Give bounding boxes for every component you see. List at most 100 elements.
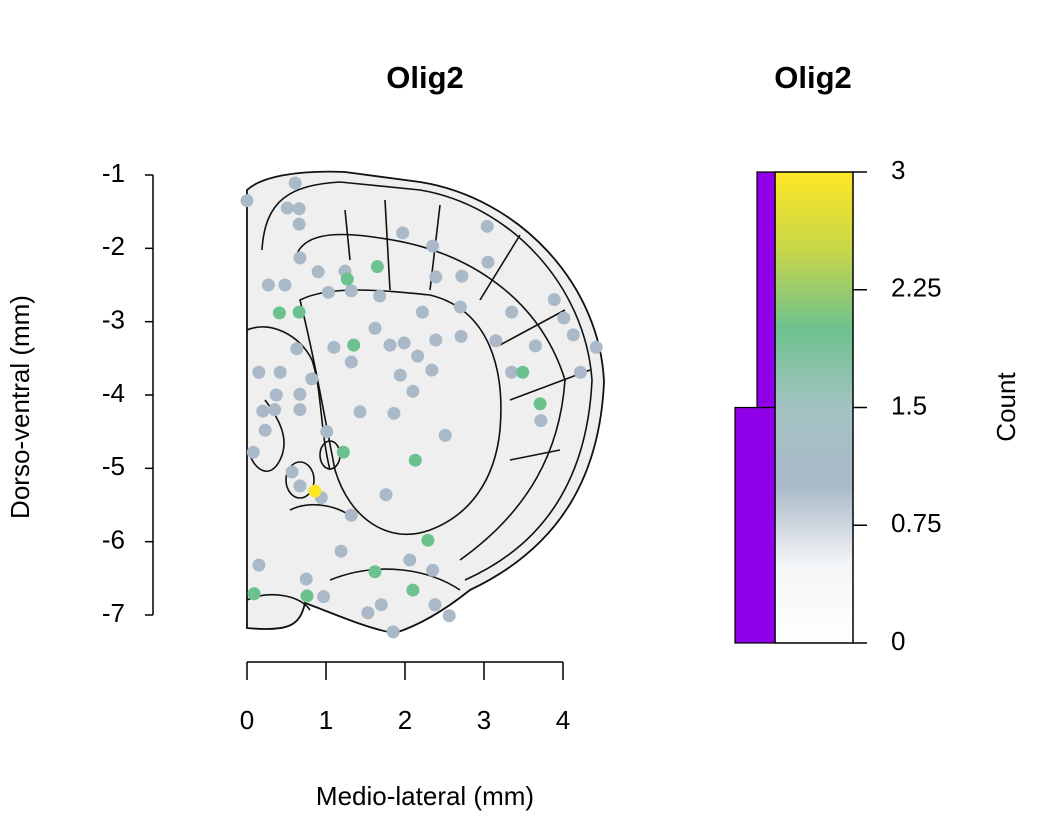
cell-point — [411, 349, 425, 363]
cell-point — [293, 403, 307, 417]
cell-point — [415, 305, 429, 319]
histogram-bar — [734, 406, 776, 644]
cell-point — [344, 508, 358, 522]
cell-point — [269, 388, 283, 402]
colorbar-tick-label: 1.5 — [891, 390, 927, 420]
x-tick-label: 0 — [240, 705, 254, 735]
cell-point — [308, 484, 322, 498]
cell-point — [566, 328, 580, 342]
cell-point — [246, 445, 260, 459]
cell-point — [386, 625, 400, 639]
cell-point — [516, 365, 530, 379]
cell-point — [247, 587, 261, 601]
x-tick-label: 1 — [319, 705, 333, 735]
x-tick-label: 3 — [477, 705, 491, 735]
cell-point — [320, 425, 334, 439]
cell-point — [344, 355, 358, 369]
y-tick-label: -1 — [102, 158, 125, 188]
x-tick-label: 2 — [398, 705, 412, 735]
cell-point — [256, 404, 270, 418]
cell-point — [426, 239, 440, 253]
cell-point — [429, 270, 443, 284]
cell-point — [403, 553, 417, 567]
y-tick-label: -7 — [102, 598, 125, 628]
cell-point — [429, 333, 443, 347]
cell-point — [406, 384, 420, 398]
cell-point — [528, 339, 542, 353]
cell-point — [353, 405, 367, 419]
cell-point — [272, 306, 286, 320]
colorbar-tick-label: 2.25 — [891, 273, 942, 303]
cell-point — [280, 201, 294, 215]
cell-point — [387, 406, 401, 420]
cell-point — [421, 533, 435, 547]
brain-atlas — [246, 170, 605, 634]
cell-point — [397, 336, 411, 350]
cell-point — [240, 194, 254, 208]
cell-point — [292, 202, 306, 216]
y-axis-label: Dorso-ventral (mm) — [5, 295, 35, 519]
cell-point — [379, 488, 393, 502]
cell-point — [258, 423, 272, 437]
cell-point — [533, 397, 547, 411]
colorbar-tick-label: 0.75 — [891, 508, 942, 538]
histogram-bar — [756, 171, 776, 409]
cell-point — [547, 293, 561, 307]
cell-point — [534, 414, 548, 428]
cell-point — [327, 340, 341, 354]
cell-point — [317, 590, 331, 604]
cell-point — [311, 265, 325, 279]
cell-point — [426, 563, 440, 577]
cell-point — [442, 609, 456, 623]
chart-title: Olig2 — [386, 60, 464, 95]
cell-point — [293, 479, 307, 493]
cell-point — [438, 428, 452, 442]
cell-point — [252, 365, 266, 379]
cell-point — [425, 363, 439, 377]
cell-point — [334, 544, 348, 558]
cell-point — [408, 453, 422, 467]
cell-point — [293, 387, 307, 401]
cell-point — [455, 269, 469, 283]
cell-point — [368, 565, 382, 579]
cell-point — [481, 255, 495, 269]
x-tick-label: 4 — [556, 705, 570, 735]
cell-point — [293, 251, 307, 265]
cell-point — [288, 176, 302, 190]
cell-point — [573, 365, 587, 379]
cell-point — [453, 300, 467, 314]
colorbar-tick-label: 3 — [891, 155, 905, 185]
cell-point — [261, 278, 275, 292]
cell-point — [557, 311, 571, 325]
y-tick-label: -2 — [102, 231, 125, 261]
cell-point — [268, 403, 282, 417]
cell-point — [368, 321, 382, 335]
cell-point — [278, 278, 292, 292]
y-tick-label: -3 — [102, 305, 125, 335]
cell-point — [406, 583, 420, 597]
cell-point — [299, 572, 313, 586]
cell-point — [252, 558, 266, 572]
cell-point — [505, 365, 519, 379]
x-axis-label: Medio-lateral (mm) — [316, 781, 534, 811]
y-tick-label: -6 — [102, 525, 125, 555]
y-tick-label: -5 — [102, 451, 125, 481]
cell-point — [290, 342, 304, 356]
cell-point — [589, 340, 603, 354]
cell-point — [505, 305, 519, 319]
cell-point — [393, 368, 407, 382]
cell-point — [383, 338, 397, 352]
cell-point — [305, 372, 319, 386]
colorbar-tick-label: 0 — [891, 626, 905, 656]
cell-point — [374, 598, 388, 612]
cell-point — [396, 226, 410, 240]
y-tick-label: -4 — [102, 378, 125, 408]
cell-point — [454, 329, 468, 343]
cell-point — [336, 445, 350, 459]
cell-point — [370, 260, 384, 274]
cell-point — [340, 272, 354, 286]
cell-point — [292, 305, 306, 319]
cell-point — [489, 334, 503, 348]
